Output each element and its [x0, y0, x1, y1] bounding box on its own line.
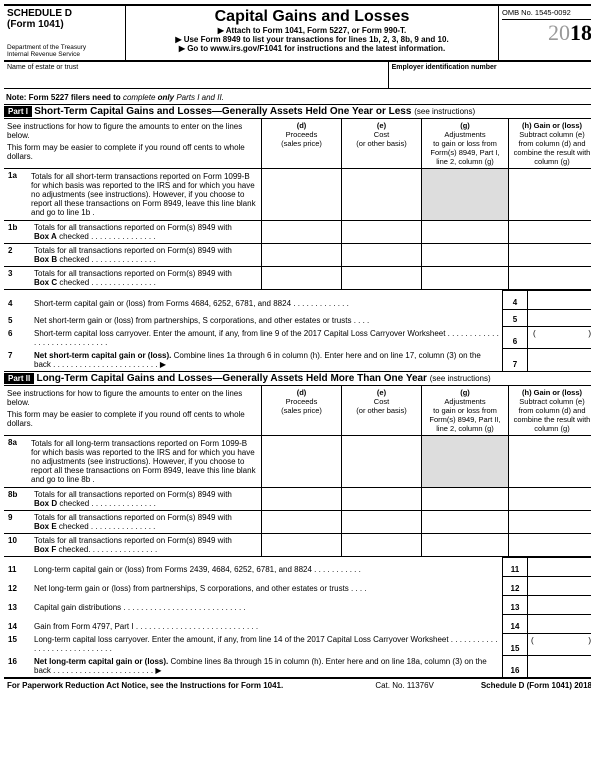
input-12[interactable]	[528, 576, 591, 595]
input-2-h[interactable]	[509, 244, 591, 267]
input-3-e[interactable]	[342, 267, 422, 290]
input-8b-h[interactable]	[509, 487, 591, 510]
input-1b-h[interactable]	[509, 221, 591, 244]
part2-lines-11-16: 11 Long-term capital gain or (loss) from…	[4, 557, 591, 680]
input-5[interactable]	[528, 310, 591, 327]
dept-label: Department of the Treasury	[7, 44, 122, 51]
row-1a-num: 1a	[4, 169, 31, 221]
input-16[interactable]	[528, 655, 591, 678]
omb-label: OMB No. 1545-0092	[502, 8, 591, 20]
input-3-g[interactable]	[422, 267, 509, 290]
input-1b-e[interactable]	[342, 221, 422, 244]
input-9-g[interactable]	[422, 510, 509, 533]
form-id: Schedule D (Form 1041) 2018	[446, 679, 591, 692]
input-10-g[interactable]	[422, 533, 509, 556]
input-8a-h[interactable]	[509, 435, 591, 487]
input-8a-e[interactable]	[342, 435, 422, 487]
input-8a-d[interactable]	[262, 435, 342, 487]
schedule-label: SCHEDULE D	[7, 8, 122, 19]
cat-number: Cat. No. 11376V	[364, 679, 446, 692]
cell-1a-g-shaded	[422, 169, 509, 221]
form-title: Capital Gains and Losses	[129, 8, 495, 26]
part2-table: See instructions for how to figure the a…	[4, 386, 591, 557]
input-8b-d[interactable]	[262, 487, 342, 510]
input-1b-g[interactable]	[422, 221, 509, 244]
input-8b-g[interactable]	[422, 487, 509, 510]
input-11[interactable]	[528, 557, 591, 576]
input-14[interactable]	[528, 614, 591, 633]
part1-lines-4-7: 4 Short-term capital gain or (loss) from…	[4, 290, 591, 372]
part1-instr2: This form may be easier to complete if y…	[7, 143, 258, 161]
col-g-header: (g)Adjustmentsto gain or loss fromForm(s…	[422, 119, 509, 169]
input-2-d[interactable]	[262, 244, 342, 267]
input-9-d[interactable]	[262, 510, 342, 533]
irs-label: Internal Revenue Service	[7, 51, 122, 58]
input-1a-d[interactable]	[262, 169, 342, 221]
input-9-e[interactable]	[342, 510, 422, 533]
input-10-h[interactable]	[509, 533, 591, 556]
input-9-h[interactable]	[509, 510, 591, 533]
part2-header: Part II Long-Term Capital Gains and Loss…	[4, 372, 591, 386]
input-15[interactable]: ()	[528, 633, 591, 655]
input-1b-d[interactable]	[262, 221, 342, 244]
form-label: (Form 1041)	[7, 19, 122, 30]
part1-table: See instructions for how to figure the a…	[4, 119, 591, 290]
part1-instr1: See instructions for how to figure the a…	[7, 122, 258, 140]
col-d-header: (d)Proceeds(sales price)	[262, 119, 342, 169]
input-2-g[interactable]	[422, 244, 509, 267]
input-10-d[interactable]	[262, 533, 342, 556]
row-1a-text: Totals for all short-term transactions r…	[31, 172, 256, 217]
input-1a-h[interactable]	[509, 169, 591, 221]
tax-year: 2018	[502, 20, 591, 46]
row-1b-num: 1b	[4, 221, 31, 244]
input-4[interactable]	[528, 291, 591, 310]
form-header: SCHEDULE D (Form 1041) Department of the…	[4, 4, 591, 62]
use8949-text: Use Form 8949 to list your transactions …	[175, 35, 448, 44]
part1-header: Part I Short-Term Capital Gains and Loss…	[4, 105, 591, 119]
input-3-d[interactable]	[262, 267, 342, 290]
input-7[interactable]	[528, 349, 591, 372]
form-footer: For Paperwork Reduction Act Notice, see …	[4, 679, 591, 692]
input-2-e[interactable]	[342, 244, 422, 267]
col-e-header: (e)Cost(or other basis)	[342, 119, 422, 169]
ein-field[interactable]: Employer identification number	[388, 62, 591, 89]
paperwork-notice: For Paperwork Reduction Act Notice, see …	[4, 679, 364, 692]
input-3-h[interactable]	[509, 267, 591, 290]
name-field[interactable]: Name of estate or trust	[4, 62, 388, 89]
input-10-e[interactable]	[342, 533, 422, 556]
input-1a-e[interactable]	[342, 169, 422, 221]
input-13[interactable]	[528, 595, 591, 614]
attach-text: Attach to Form 1041, Form 5227, or Form …	[218, 26, 407, 35]
input-6[interactable]: ()	[528, 327, 591, 349]
goto-text: Go to www.irs.gov/F1041 for instructions…	[179, 44, 445, 53]
note-5227: Note: Form 5227 filers need to complete …	[4, 89, 591, 105]
input-8b-e[interactable]	[342, 487, 422, 510]
col-h-header: (h) Gain or (loss)Subtract column (e)fro…	[509, 119, 591, 169]
